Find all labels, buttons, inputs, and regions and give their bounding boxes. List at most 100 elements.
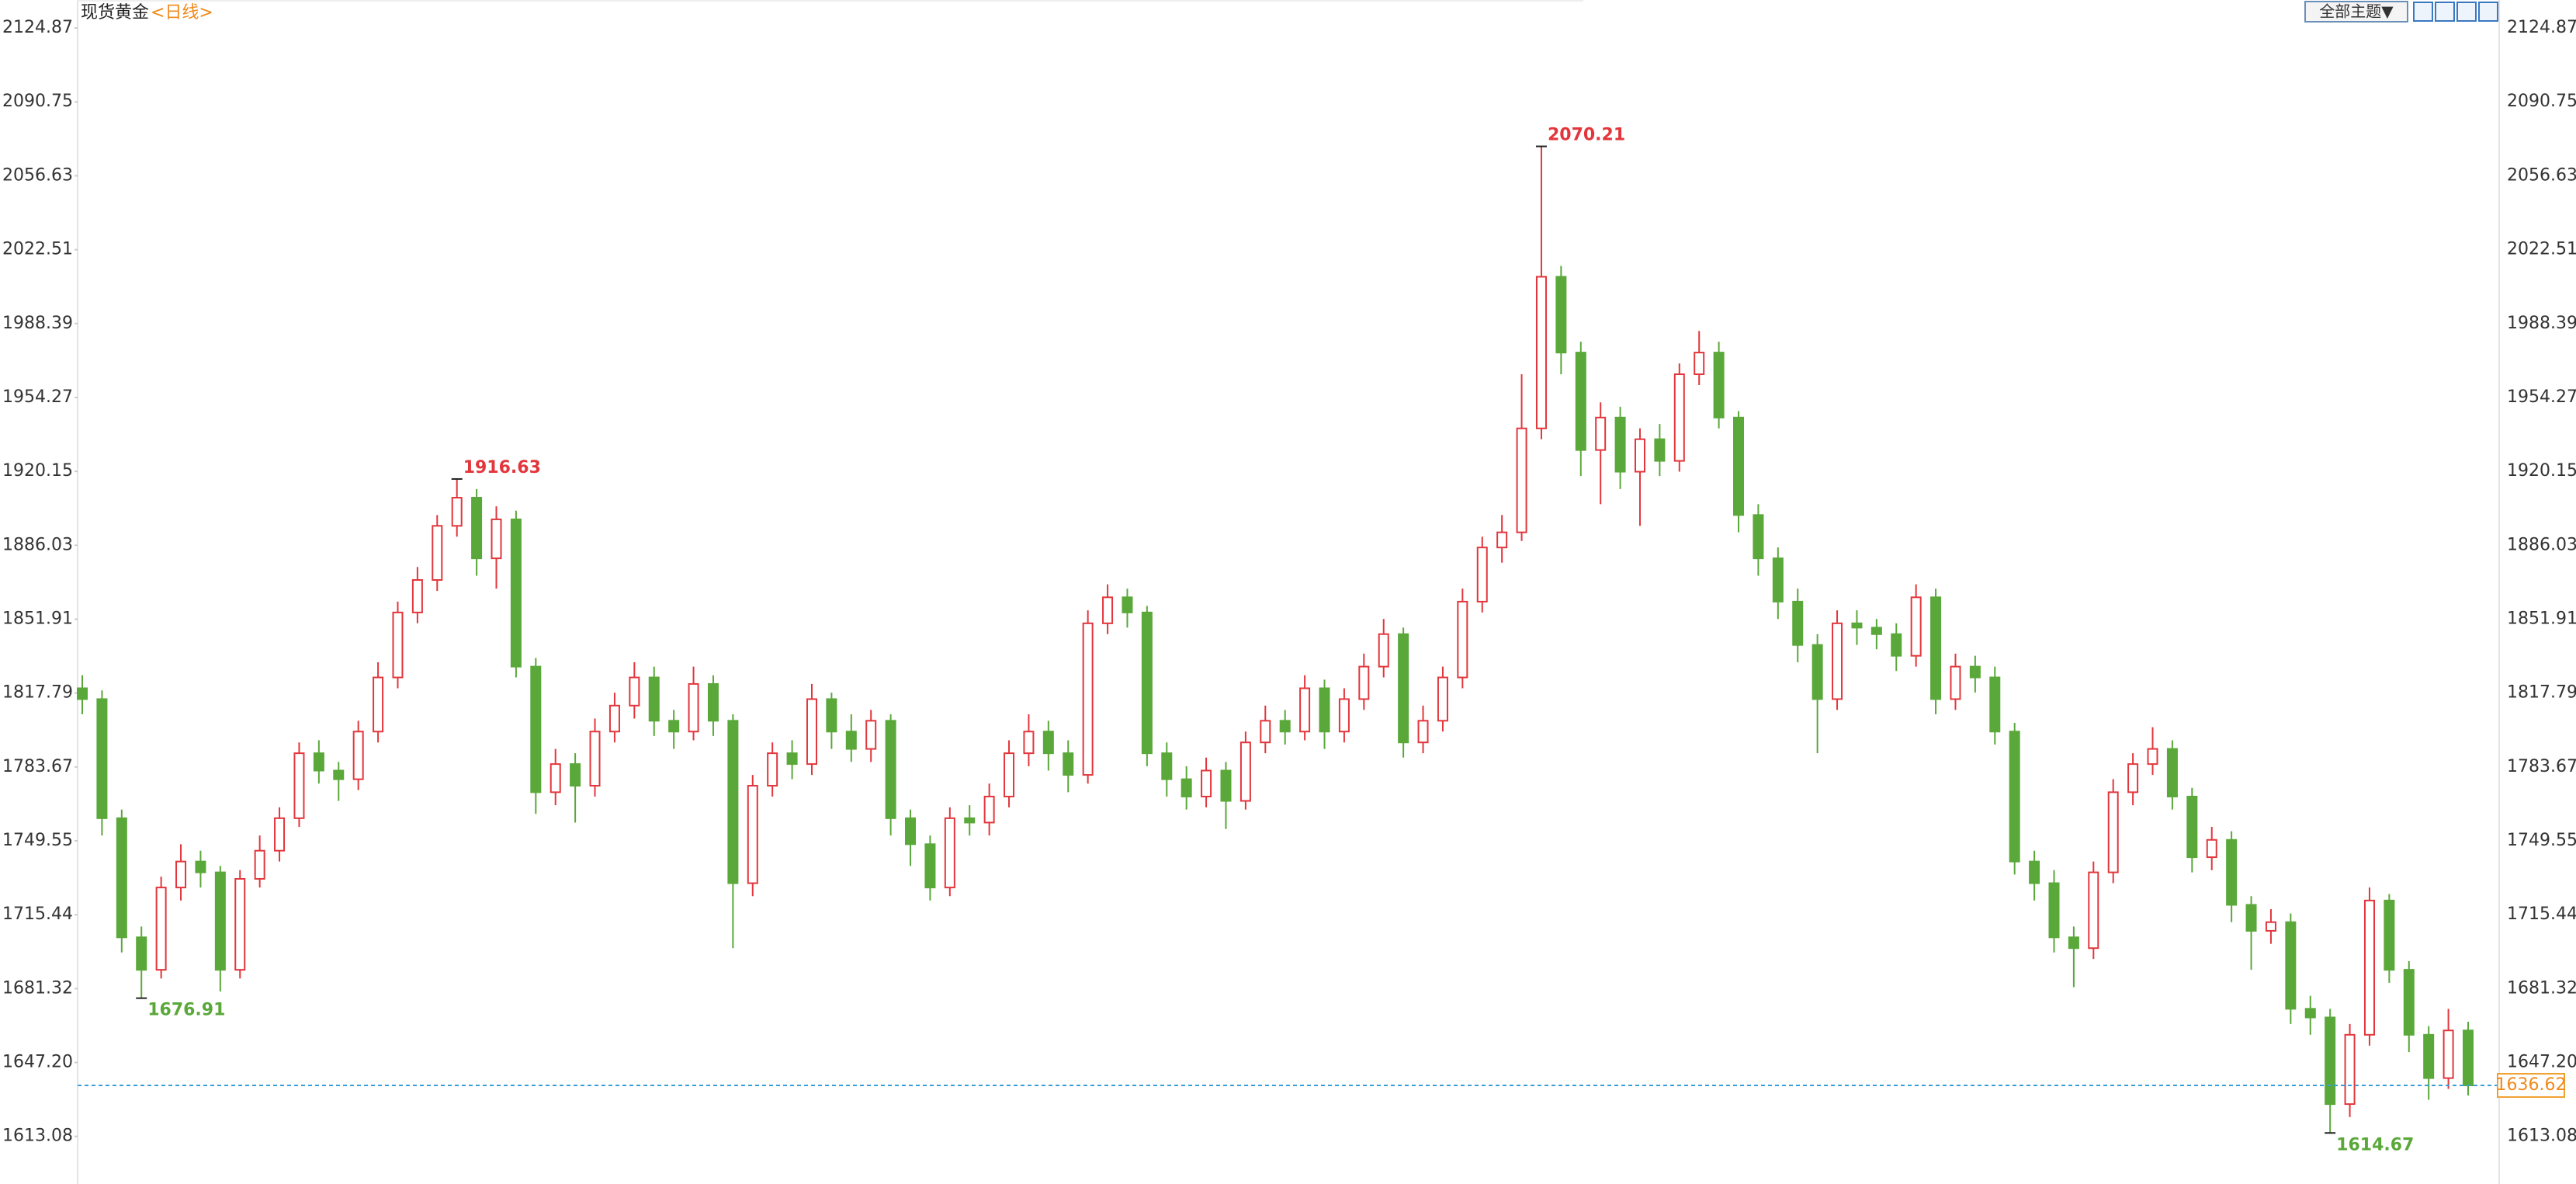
candle-body bbox=[2029, 860, 2040, 884]
candle-body bbox=[333, 769, 345, 780]
candle-body bbox=[2048, 882, 2060, 939]
candle-body bbox=[1398, 633, 1409, 744]
zoom-out-icon[interactable] bbox=[2435, 2, 2455, 22]
candle-body bbox=[1516, 427, 1527, 533]
candle-body bbox=[2403, 969, 2415, 1036]
candle-body bbox=[1004, 752, 1015, 797]
candle-body bbox=[1832, 622, 1843, 700]
candle-body bbox=[1910, 596, 1922, 657]
y-tick-label: 1681.32 bbox=[2, 978, 73, 998]
y-tick-label-right: 1817.79 bbox=[2507, 683, 2576, 703]
y-tick-label-right: 1988.39 bbox=[2507, 314, 2576, 333]
candle-body bbox=[2423, 1033, 2435, 1079]
candle-body bbox=[471, 497, 483, 560]
toolbar-icons bbox=[2413, 2, 2498, 22]
candle-body bbox=[96, 698, 108, 819]
y-tick-label: 1851.91 bbox=[2, 609, 73, 628]
y-tick-label: 1920.15 bbox=[2, 461, 73, 481]
last-price-label: 1636.62 bbox=[2496, 1075, 2567, 1095]
candle-body bbox=[1141, 611, 1153, 755]
candle-body bbox=[826, 698, 837, 733]
candle-body bbox=[1181, 778, 1192, 797]
extreme-label: 1676.91 bbox=[147, 1001, 225, 1020]
candle-body bbox=[924, 843, 936, 889]
candle-body bbox=[648, 676, 660, 722]
candle-body bbox=[1851, 622, 1863, 629]
candle-body bbox=[2285, 921, 2297, 1010]
y-tick-label: 2056.63 bbox=[2, 165, 73, 185]
y-tick-label-right: 1613.08 bbox=[2507, 1127, 2576, 1146]
candle-body bbox=[2384, 899, 2395, 971]
candle-body bbox=[1299, 687, 1311, 733]
candle-body bbox=[530, 665, 542, 793]
candle-body bbox=[688, 682, 699, 733]
candle-body bbox=[1930, 596, 1942, 700]
candle-body bbox=[155, 887, 167, 971]
candle-body bbox=[767, 752, 778, 787]
candle-body bbox=[1457, 600, 1468, 679]
candle-body bbox=[214, 871, 226, 971]
candle-body bbox=[2009, 731, 2020, 863]
y-tick-label-right: 1749.55 bbox=[2507, 831, 2576, 850]
candle-body bbox=[1476, 547, 1488, 602]
y-tick-label-right: 1681.32 bbox=[2507, 978, 2576, 998]
candle-body bbox=[1042, 731, 1054, 755]
candle-body bbox=[2147, 748, 2158, 766]
candle-body bbox=[2325, 1016, 2336, 1106]
candle-body bbox=[2107, 791, 2119, 873]
candle-body bbox=[313, 752, 324, 772]
candle-body bbox=[411, 579, 423, 613]
candle-body bbox=[1969, 665, 1981, 679]
candle-body bbox=[707, 682, 719, 722]
extreme-label: 1916.63 bbox=[463, 458, 541, 477]
candle-body bbox=[1220, 769, 1232, 802]
move-left-icon[interactable] bbox=[2456, 2, 2477, 22]
candle-body bbox=[1673, 373, 1685, 462]
candle-body bbox=[392, 611, 404, 679]
candle-body bbox=[1595, 416, 1607, 451]
y-tick-label-right: 1783.67 bbox=[2507, 757, 2576, 776]
candle-body bbox=[747, 785, 758, 884]
candle-body bbox=[2363, 899, 2375, 1036]
candle-body bbox=[1319, 687, 1330, 733]
y-tick-label: 1715.44 bbox=[2, 904, 73, 924]
candle-body bbox=[1102, 596, 1114, 624]
candle-body bbox=[845, 731, 857, 750]
candle-body bbox=[1792, 600, 1804, 646]
zoom-in-icon[interactable] bbox=[2413, 2, 2433, 22]
candle-body bbox=[885, 720, 896, 819]
extreme-label: 1614.67 bbox=[2336, 1135, 2414, 1154]
y-tick-label: 1749.55 bbox=[2, 831, 73, 850]
theme-button-label[interactable]: 全部主题▼ bbox=[2319, 2, 2394, 21]
y-tick-label-right: 1851.91 bbox=[2507, 609, 2576, 628]
candle-body bbox=[1535, 276, 1547, 429]
candle-body bbox=[1753, 514, 1764, 560]
candle-body bbox=[1812, 644, 1823, 700]
y-tick-label: 1783.67 bbox=[2, 757, 73, 776]
candle-body bbox=[2206, 839, 2217, 859]
candle-body bbox=[1338, 698, 1350, 733]
candle-body bbox=[1063, 752, 1074, 776]
y-tick-label-right: 2124.87 bbox=[2507, 18, 2576, 37]
candle-body bbox=[2245, 904, 2257, 932]
move-right-icon[interactable] bbox=[2478, 2, 2498, 22]
candle-body bbox=[432, 525, 443, 582]
candle-body bbox=[2344, 1033, 2356, 1106]
last-price-box bbox=[2497, 1073, 2565, 1099]
candle-body bbox=[234, 877, 246, 971]
candle-body bbox=[1555, 276, 1567, 354]
candle-body bbox=[1437, 676, 1448, 722]
theme-button[interactable] bbox=[2304, 1, 2408, 23]
candle-body bbox=[1950, 665, 1961, 700]
candle-body bbox=[786, 752, 798, 766]
y-tick-label-right: 2022.51 bbox=[2507, 240, 2576, 259]
candle-body bbox=[570, 763, 581, 787]
extreme-label: 2070.21 bbox=[1548, 126, 1625, 145]
y-tick-label-right: 1886.03 bbox=[2507, 535, 2576, 554]
y-tick-label: 2090.75 bbox=[2, 92, 73, 111]
candle-body bbox=[1122, 596, 1133, 613]
chart-title: 现货黄金 bbox=[81, 3, 149, 23]
y-tick-label: 1988.39 bbox=[2, 314, 73, 333]
y-tick-label-right: 1715.44 bbox=[2507, 904, 2576, 924]
